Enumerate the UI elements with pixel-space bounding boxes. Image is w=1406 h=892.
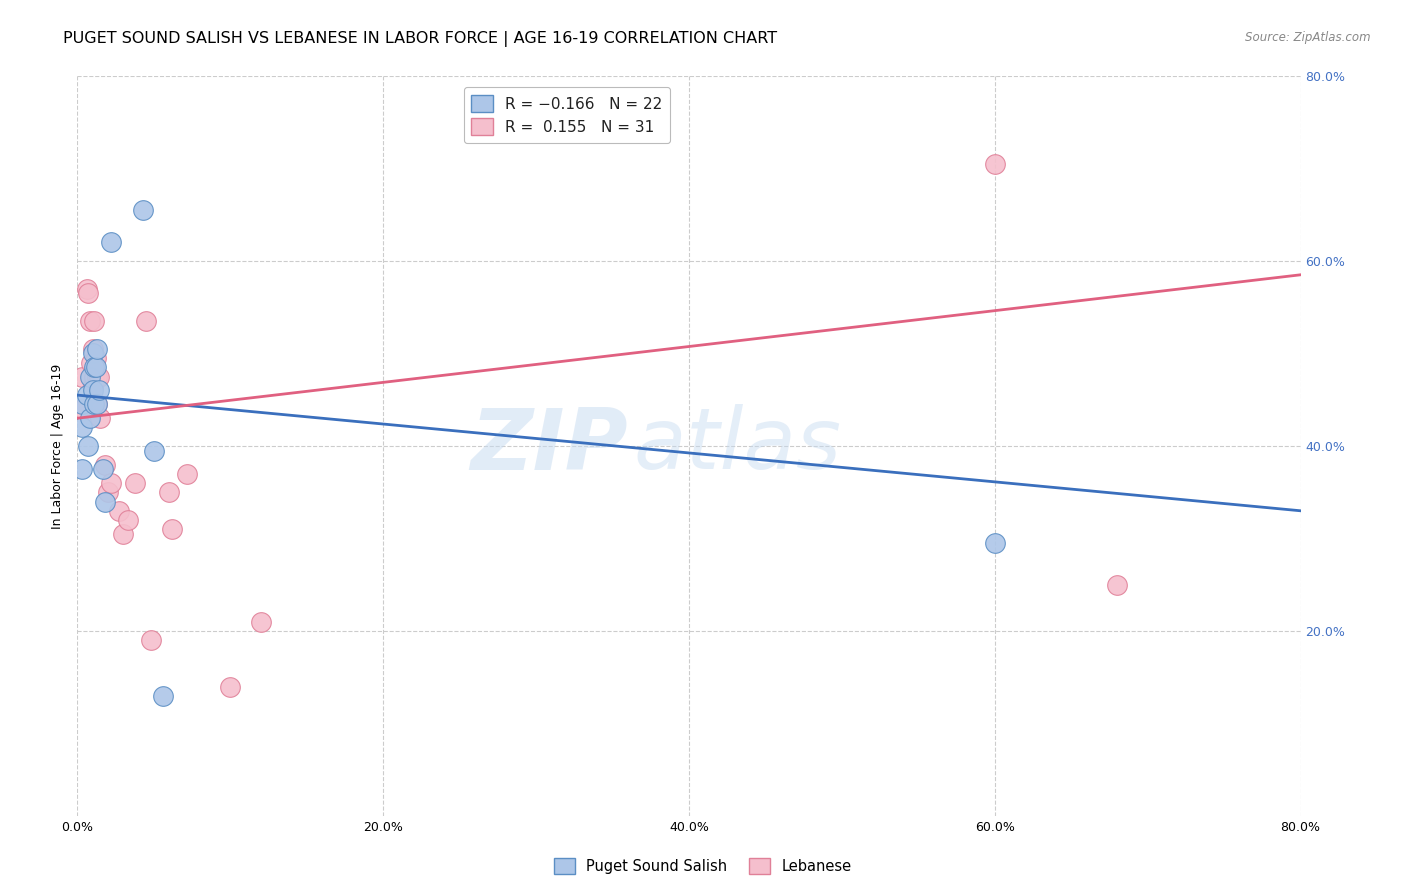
- Point: [80, 356, 103, 370]
- Point: [82, 379, 104, 393]
- Point: [83, 360, 105, 375]
- Point: [82, 346, 104, 360]
- Point: [135, 314, 157, 328]
- Point: [176, 467, 198, 481]
- Point: [94, 458, 117, 472]
- Point: [86, 397, 108, 411]
- Point: [984, 157, 1007, 171]
- Y-axis label: In Labor Force | Age 16-19: In Labor Force | Age 16-19: [51, 363, 65, 529]
- Point: [70, 420, 93, 434]
- Point: [139, 633, 162, 648]
- Point: [107, 504, 129, 518]
- Point: [83, 369, 105, 384]
- Point: [77, 286, 100, 301]
- Point: [1107, 578, 1129, 592]
- Point: [86, 369, 108, 384]
- Point: [152, 689, 174, 703]
- Point: [94, 494, 117, 508]
- Point: [70, 462, 93, 476]
- Legend: Puget Sound Salish, Lebanese: Puget Sound Salish, Lebanese: [548, 852, 858, 880]
- Point: [83, 314, 105, 328]
- Point: [77, 439, 100, 453]
- Point: [70, 369, 93, 384]
- Point: [87, 369, 110, 384]
- Point: [76, 282, 98, 296]
- Point: [70, 397, 93, 411]
- Text: Source: ZipAtlas.com: Source: ZipAtlas.com: [1246, 31, 1371, 45]
- Legend: R = −0.166   N = 22, R =  0.155   N = 31: R = −0.166 N = 22, R = 0.155 N = 31: [464, 87, 669, 143]
- Point: [79, 314, 101, 328]
- Point: [100, 235, 122, 250]
- Point: [79, 411, 101, 425]
- Point: [157, 485, 180, 500]
- Point: [219, 680, 242, 694]
- Point: [97, 485, 120, 500]
- Point: [984, 536, 1007, 550]
- Point: [160, 522, 183, 536]
- Point: [91, 462, 114, 476]
- Point: [124, 476, 146, 491]
- Text: PUGET SOUND SALISH VS LEBANESE IN LABOR FORCE | AGE 16-19 CORRELATION CHART: PUGET SOUND SALISH VS LEBANESE IN LABOR …: [63, 31, 778, 47]
- Point: [84, 360, 107, 375]
- Point: [117, 513, 139, 527]
- Point: [79, 369, 101, 384]
- Point: [112, 527, 135, 541]
- Point: [100, 476, 122, 491]
- Point: [86, 397, 108, 411]
- Point: [132, 202, 155, 217]
- Point: [250, 615, 273, 629]
- Text: atlas: atlas: [634, 404, 842, 488]
- Point: [82, 342, 104, 356]
- Point: [83, 397, 105, 411]
- Point: [84, 351, 107, 365]
- Point: [89, 411, 111, 425]
- Text: ZIP: ZIP: [470, 404, 628, 488]
- Point: [86, 342, 108, 356]
- Point: [87, 384, 110, 398]
- Point: [82, 384, 104, 398]
- Point: [76, 388, 98, 402]
- Point: [142, 443, 165, 458]
- Point: [72, 401, 94, 416]
